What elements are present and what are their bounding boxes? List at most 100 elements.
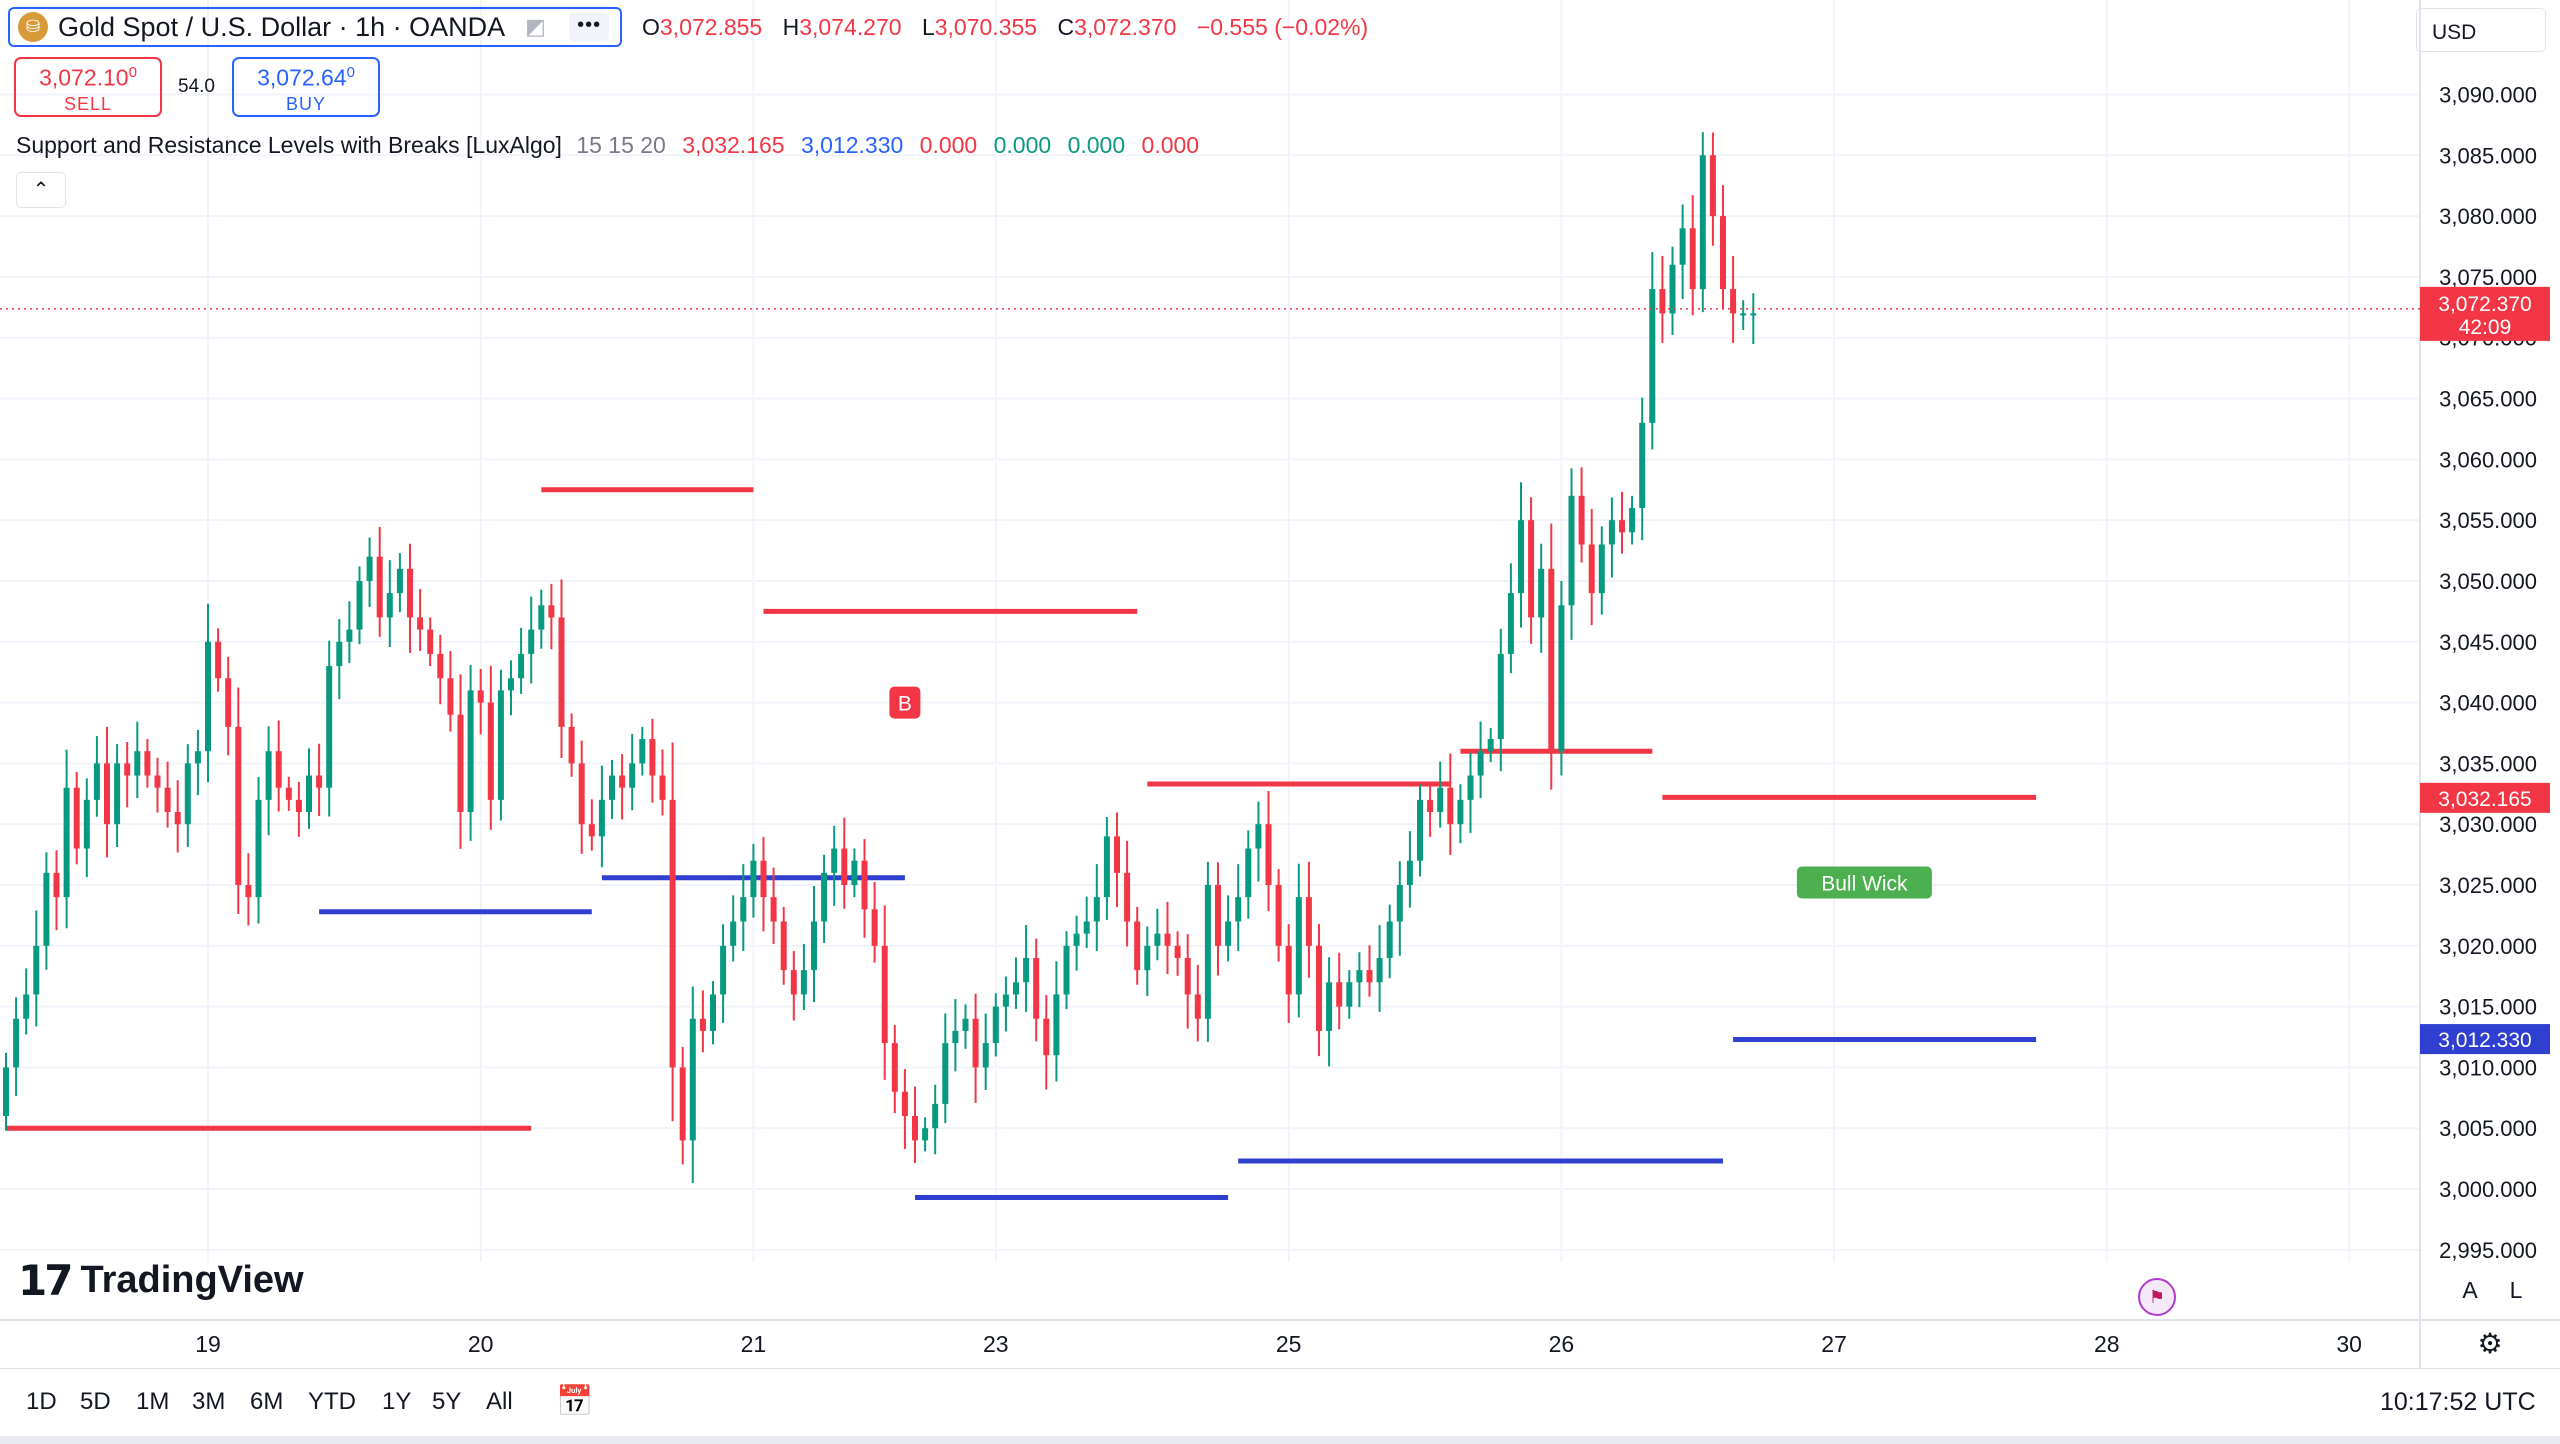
candle-body bbox=[174, 812, 181, 825]
sell-button[interactable]: 3,072.100 SELL bbox=[14, 57, 162, 117]
x-tick-label: 27 bbox=[1821, 1331, 1847, 1357]
horizontal-scrollbar[interactable] bbox=[0, 1436, 2560, 1444]
candle-body bbox=[1679, 228, 1686, 265]
candle-body bbox=[1194, 994, 1201, 1019]
y-tick-label: 3,065.000 bbox=[2439, 387, 2537, 412]
candle-body bbox=[760, 860, 767, 898]
flag-icon[interactable]: ◩ bbox=[525, 14, 546, 39]
candle-body bbox=[790, 970, 797, 995]
candle-body bbox=[1073, 933, 1080, 946]
x-tick-label: 23 bbox=[983, 1331, 1009, 1357]
auto-scale-toggle[interactable]: A bbox=[2462, 1277, 2478, 1303]
candle-body bbox=[800, 970, 807, 995]
y-tick-label: 3,020.000 bbox=[2439, 934, 2537, 959]
candle-body bbox=[1417, 799, 1423, 861]
candle-body bbox=[255, 799, 262, 898]
timeframe-1y[interactable]: 1Y bbox=[382, 1388, 412, 1415]
candle-body bbox=[1204, 884, 1211, 1019]
x-tick-label: 26 bbox=[1549, 1331, 1575, 1357]
current-price-badge bbox=[2420, 286, 2550, 341]
us-flag-icon[interactable]: ⚑ bbox=[2138, 1278, 2176, 1316]
clock-utc[interactable]: 10:17:52 UTC bbox=[2380, 1388, 2536, 1416]
candle-body bbox=[1639, 422, 1646, 508]
candle-body bbox=[407, 568, 413, 618]
candle-body bbox=[194, 751, 201, 764]
candle-body bbox=[1528, 520, 1535, 618]
candle-body bbox=[1295, 897, 1302, 995]
gear-icon[interactable]: ⚙ bbox=[2477, 1328, 2503, 1359]
level-price-label: 3,032.165 bbox=[2438, 788, 2531, 811]
y-tick-label: 3,000.000 bbox=[2439, 1177, 2537, 1202]
candle-body bbox=[1578, 495, 1585, 545]
candle-body bbox=[1588, 544, 1595, 594]
candle-body bbox=[851, 860, 858, 885]
timeframe-1m[interactable]: 1M bbox=[136, 1388, 170, 1415]
y-tick-label: 3,060.000 bbox=[2439, 447, 2537, 472]
candle-body bbox=[1265, 824, 1272, 885]
candle-body bbox=[962, 1018, 969, 1031]
candle-body bbox=[1063, 945, 1070, 995]
symbol-search-box[interactable]: ⛁ Gold Spot / U.S. Dollar · 1h · OANDA ◩… bbox=[8, 7, 622, 47]
calendar-range-icon[interactable]: 📅 bbox=[556, 1385, 594, 1418]
candle-body bbox=[3, 1067, 9, 1117]
tradingview-wordmark: TradingView bbox=[80, 1259, 304, 1301]
candle-body bbox=[1497, 653, 1504, 740]
candle-body bbox=[73, 787, 80, 849]
candle-body bbox=[689, 1018, 696, 1141]
candle-body bbox=[104, 763, 110, 825]
timeframe-5d[interactable]: 5D bbox=[80, 1388, 111, 1415]
x-tick-label: 19 bbox=[195, 1331, 221, 1357]
candle-body bbox=[1114, 836, 1120, 873]
candle-body bbox=[780, 921, 787, 971]
candle-body bbox=[740, 897, 747, 922]
candle-body bbox=[1669, 264, 1676, 314]
currency-select[interactable]: USD bbox=[2416, 8, 2546, 52]
y-tick-label: 3,010.000 bbox=[2439, 1055, 2537, 1080]
tradingview-logo[interactable]: 17 TradingView bbox=[18, 1256, 304, 1305]
candle-body bbox=[730, 921, 737, 946]
candle-body bbox=[366, 556, 373, 581]
candle-body bbox=[1326, 982, 1333, 1031]
candle-body bbox=[265, 751, 272, 800]
ohlc-open-value: 3,072.855 bbox=[659, 14, 763, 40]
candle-body bbox=[952, 1030, 959, 1044]
more-options-button[interactable]: ••• bbox=[569, 13, 610, 41]
indicator-value-4: 0.000 bbox=[993, 132, 1052, 158]
timeframe-ytd[interactable]: YTD bbox=[308, 1388, 356, 1415]
x-tick-label: 25 bbox=[1276, 1331, 1302, 1357]
candle-body bbox=[1427, 799, 1434, 813]
y-tick-label: 3,040.000 bbox=[2439, 691, 2537, 716]
candle-body bbox=[43, 872, 50, 946]
buy-button[interactable]: 3,072.640 BUY bbox=[232, 57, 380, 117]
candle-body bbox=[1255, 824, 1262, 849]
level-price-badge bbox=[2420, 782, 2550, 813]
candle-body bbox=[447, 678, 454, 715]
marker-label: B bbox=[898, 693, 912, 716]
marker-label-bg bbox=[1796, 866, 1932, 899]
timeframe-3m[interactable]: 3M bbox=[192, 1388, 226, 1415]
candle-body bbox=[861, 860, 868, 910]
candle-body bbox=[63, 787, 70, 898]
candle-body bbox=[1225, 921, 1232, 946]
candle-body bbox=[699, 1018, 706, 1031]
timeframe-6m[interactable]: 6M bbox=[250, 1388, 284, 1415]
candle-body bbox=[710, 994, 716, 1031]
tradingview-mark-icon: 17 bbox=[18, 1256, 73, 1305]
sell-price-pip: 0 bbox=[128, 64, 137, 81]
timeframe-all[interactable]: All bbox=[486, 1388, 513, 1415]
collapse-legend-button[interactable]: ⌃ bbox=[16, 172, 66, 208]
candle-body bbox=[901, 1091, 908, 1117]
candle-body bbox=[548, 605, 555, 618]
y-tick-label: 3,035.000 bbox=[2439, 751, 2537, 776]
y-tick-label: 3,080.000 bbox=[2439, 204, 2537, 229]
candle-body bbox=[346, 629, 353, 642]
candle-body bbox=[23, 994, 30, 1019]
candle-body bbox=[609, 775, 615, 800]
timeframe-5y[interactable]: 5Y bbox=[432, 1388, 462, 1415]
ohlc-change: −0.555 (−0.02%) bbox=[1196, 14, 1369, 40]
timeframe-1d[interactable]: 1D bbox=[26, 1388, 57, 1415]
log-scale-toggle[interactable]: L bbox=[2509, 1277, 2523, 1303]
indicator-legend[interactable]: Support and Resistance Levels with Break… bbox=[16, 132, 1199, 159]
